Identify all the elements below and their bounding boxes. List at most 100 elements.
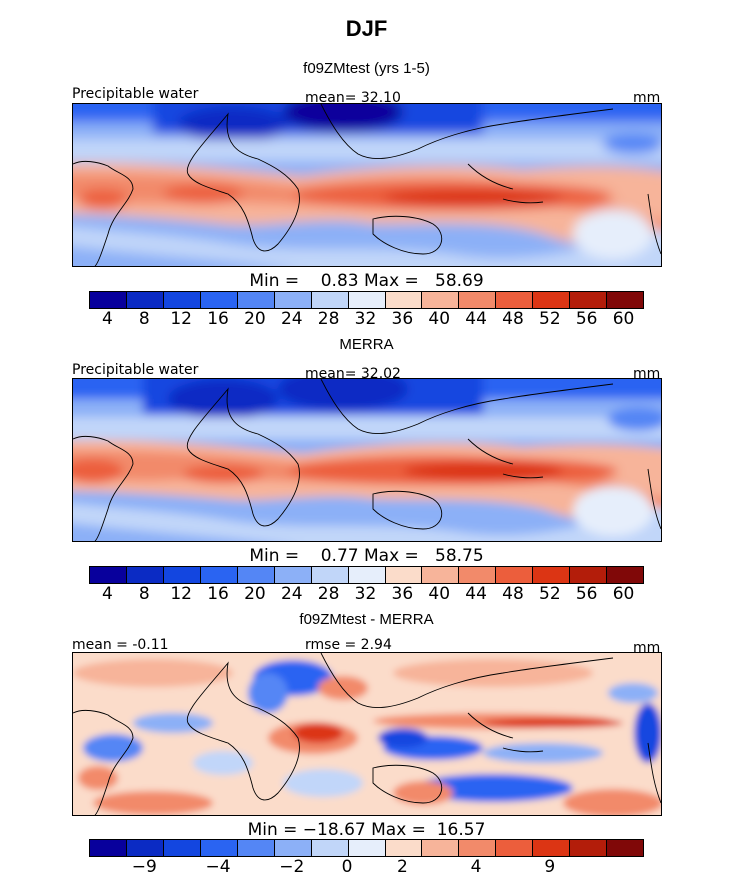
colorbar-tick-label: 56 (575, 309, 598, 329)
colorbar-tick-label: 16 (207, 309, 229, 329)
colorbar-tick-label: 44 (465, 584, 487, 604)
colorbar-tick-label: 2 (396, 857, 408, 877)
panel1-variable-label: Precipitable water (72, 86, 199, 102)
colorbar-segment (200, 567, 238, 583)
colorbar-segment (348, 840, 386, 856)
colorbar-segment (126, 840, 164, 856)
panel1-minmax: Min = 0.83 Max = 58.69 (249, 271, 484, 291)
panel2-minmax: Min = 0.77 Max = 58.75 (249, 546, 484, 566)
panel1-units: mm (633, 90, 661, 106)
colorbar-tick-label: 60 (612, 584, 635, 604)
colorbar-tick-label: 52 (539, 584, 561, 604)
colorbar-tick-label: 24 (280, 584, 303, 604)
colorbar-tick-label: 9 (544, 857, 556, 877)
colorbar-segment (607, 840, 644, 856)
panel1-colorbar (89, 291, 644, 309)
colorbar-segment (422, 292, 460, 308)
colorbar-segment (422, 840, 460, 856)
colorbar-segment (311, 292, 349, 308)
panel1-colorbar-ticks: 4 8 12 16 20 24 28 32 36 40 44 48 52 56 60 (89, 309, 644, 329)
colorbar-tick-label: 12 (170, 584, 192, 604)
colorbar-tick-label: 32 (354, 584, 377, 604)
panel1-mean: mean= 32.10 (305, 90, 401, 106)
colorbar-segment (90, 292, 127, 308)
colorbar-segment (570, 840, 608, 856)
colorbar-segment (607, 292, 644, 308)
panel2-subtitle: MERRA (339, 336, 394, 353)
colorbar-segment (459, 840, 497, 856)
colorbar-tick-label: 36 (391, 584, 414, 604)
colorbar-segment (459, 567, 497, 583)
colorbar-tick-label: 20 (244, 309, 266, 329)
colorbar-tick-label: 48 (502, 584, 524, 604)
panel3-rmse: rmse = 2.94 (305, 637, 392, 653)
colorbar-tick-label: 4 (102, 309, 113, 329)
colorbar-segment (459, 292, 497, 308)
colorbar-tick-label: 8 (138, 584, 150, 604)
panel2-colorbar-ticks: 4 8 12 16 20 24 28 32 36 40 44 48 52 56 60 (89, 584, 644, 604)
panel3-map (72, 652, 662, 816)
colorbar-segment (126, 292, 164, 308)
colorbar-segment (163, 840, 201, 856)
colorbar-segment (533, 567, 571, 583)
colorbar-segment (385, 292, 423, 308)
panel3-mean: mean = -0.11 (72, 637, 169, 653)
colorbar-segment (311, 567, 349, 583)
colorbar-tick-label: 4 (102, 584, 113, 604)
colorbar-segment (90, 567, 127, 583)
panel2-variable-label: Precipitable water (72, 362, 199, 378)
panel1-map (72, 103, 662, 267)
colorbar-tick-label: 60 (612, 309, 635, 329)
colorbar-tick-label: 28 (317, 309, 340, 329)
colorbar-segment (200, 292, 238, 308)
colorbar-segment (570, 292, 608, 308)
panel1-field (73, 104, 661, 266)
colorbar-tick-label: 4 (470, 857, 482, 877)
colorbar-segment (422, 567, 460, 583)
colorbar-tick-label: −2 (279, 857, 305, 877)
page-title: DJF (345, 16, 388, 41)
colorbar-tick-label: 20 (244, 584, 266, 604)
panel2-colorbar (89, 566, 644, 584)
colorbar-tick-label: 0 (341, 857, 353, 877)
colorbar-segment (237, 840, 275, 856)
colorbar-segment (348, 292, 386, 308)
colorbar-tick-label: 28 (317, 584, 340, 604)
colorbar-segment (607, 567, 644, 583)
colorbar-segment (533, 840, 571, 856)
colorbar-tick-label: 24 (280, 309, 303, 329)
colorbar-segment (311, 840, 349, 856)
colorbar-segment (533, 292, 571, 308)
colorbar-segment (163, 292, 201, 308)
panel3-field (73, 653, 661, 815)
colorbar-segment (385, 840, 423, 856)
colorbar-tick-label: 44 (465, 309, 487, 329)
panel3-colorbar-ticks: −9 −4 −2 0 2 4 9 (89, 857, 644, 877)
colorbar-tick-label: 36 (391, 309, 414, 329)
panel2-field (73, 379, 661, 541)
colorbar-segment (237, 567, 275, 583)
colorbar-tick-label: 52 (539, 309, 561, 329)
colorbar-segment (200, 840, 238, 856)
colorbar-tick-label: 32 (354, 309, 377, 329)
colorbar-segment (274, 292, 312, 308)
panel1-subtitle: f09ZMtest (yrs 1-5) (303, 60, 430, 77)
colorbar-segment (237, 292, 275, 308)
colorbar-segment (496, 840, 534, 856)
colorbar-tick-label: −9 (131, 857, 157, 877)
colorbar-segment (274, 840, 312, 856)
colorbar-segment (570, 567, 608, 583)
colorbar-tick-label: 12 (170, 309, 192, 329)
colorbar-segment (163, 567, 201, 583)
colorbar-segment (90, 840, 127, 856)
panel3-minmax: Min = −18.67 Max = 16.57 (247, 820, 486, 840)
colorbar-tick-label: 40 (428, 309, 451, 329)
colorbar-tick-label: 16 (207, 584, 229, 604)
colorbar-tick-label: −4 (205, 857, 231, 877)
panel3-subtitle: f09ZMtest - MERRA (299, 611, 434, 628)
colorbar-segment (348, 567, 386, 583)
colorbar-segment (126, 567, 164, 583)
colorbar-segment (385, 567, 423, 583)
colorbar-segment (496, 292, 534, 308)
colorbar-tick-label: 8 (138, 309, 150, 329)
